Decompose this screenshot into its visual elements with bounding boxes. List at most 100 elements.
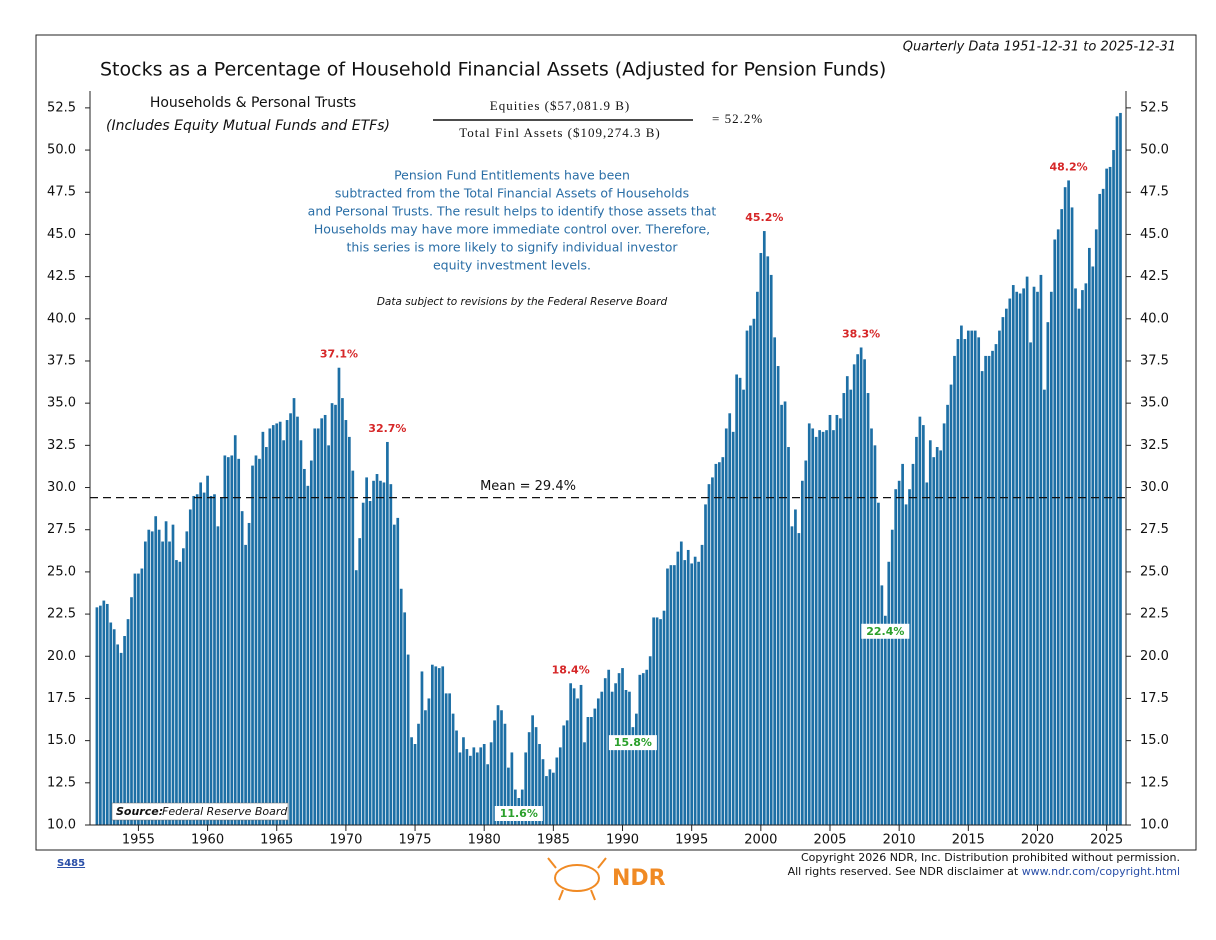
bar — [323, 414, 327, 825]
bar — [237, 458, 241, 825]
bar — [1060, 209, 1064, 826]
bar — [1056, 229, 1060, 825]
bar — [845, 376, 849, 825]
bar — [766, 256, 770, 825]
annotation-label: 32.7% — [368, 422, 406, 435]
annotation-box — [494, 806, 543, 822]
bar — [745, 330, 749, 825]
bar — [444, 693, 448, 825]
bar — [285, 420, 289, 825]
bar — [607, 669, 611, 825]
bar — [880, 585, 884, 825]
y-tick-label: 27.5 — [1140, 522, 1169, 537]
bar — [1094, 229, 1098, 825]
y-tick-label: 50.0 — [1140, 143, 1169, 158]
bar — [908, 489, 911, 825]
bar — [282, 440, 285, 825]
bar — [386, 441, 389, 825]
bar — [825, 430, 828, 825]
bar — [309, 460, 313, 825]
y-tick-label: 52.5 — [1140, 100, 1169, 115]
bar — [133, 573, 137, 825]
bar — [313, 428, 317, 825]
bar — [164, 521, 168, 825]
bar — [960, 325, 963, 825]
y-tick-label: 37.5 — [47, 353, 76, 368]
bar — [247, 522, 251, 825]
bar — [877, 502, 880, 825]
bar — [1049, 291, 1053, 825]
annotation-label: 18.4% — [552, 663, 590, 676]
bar — [562, 725, 566, 825]
bar — [1115, 116, 1119, 825]
note-line: subtracted from the Total Financial Asse… — [335, 186, 689, 201]
annotation-label: 38.3% — [842, 327, 880, 340]
bar — [524, 752, 528, 825]
y-tick-label: 50.0 — [47, 143, 76, 158]
bar — [289, 413, 292, 825]
annotation-label: 22.4% — [866, 625, 904, 638]
bar — [922, 425, 925, 825]
bar — [1119, 112, 1122, 826]
bar — [126, 619, 130, 825]
bar — [1036, 291, 1039, 825]
bar — [579, 684, 583, 825]
bar — [216, 526, 220, 825]
bar — [935, 447, 939, 825]
bar — [337, 367, 341, 825]
bar — [424, 710, 427, 825]
bar — [811, 428, 815, 825]
bar — [655, 617, 659, 825]
bar — [140, 568, 144, 825]
x-tick-label: 1960 — [191, 833, 224, 848]
y-tick-label: 20.0 — [47, 649, 76, 664]
bar — [590, 717, 593, 825]
bar — [303, 468, 306, 825]
bar — [569, 683, 573, 825]
x-tick-label: 2025 — [1090, 833, 1123, 848]
bar — [693, 556, 697, 825]
note-line: Households may have more immediate contr… — [314, 222, 710, 237]
bar — [603, 678, 607, 825]
bar — [1067, 180, 1070, 826]
y-tick-label: 35.0 — [1140, 396, 1169, 411]
bar — [600, 691, 604, 825]
y-tick-label: 37.5 — [1140, 353, 1169, 368]
bar — [756, 291, 759, 825]
bar — [465, 749, 469, 825]
note-line: Pension Fund Entitlements have been — [394, 168, 630, 183]
bar — [479, 747, 483, 825]
equation-numerator: Equities ($57,081.9 B) — [490, 98, 630, 113]
bar — [610, 691, 614, 825]
bar — [711, 477, 714, 825]
bar — [306, 485, 310, 825]
bar — [821, 431, 825, 825]
bar — [455, 730, 458, 825]
bar — [168, 541, 171, 825]
bar — [510, 752, 514, 825]
bar — [932, 457, 936, 825]
chart-id[interactable]: S485 — [57, 858, 85, 869]
bar — [147, 529, 151, 825]
copyright-link[interactable]: www.ndr.com/copyright.html — [1022, 865, 1180, 878]
bar — [735, 374, 738, 825]
bar — [973, 330, 977, 825]
x-tick-label: 1955 — [122, 833, 155, 848]
bar — [244, 544, 247, 825]
bar — [572, 688, 576, 825]
bar — [486, 764, 490, 825]
bar — [1081, 290, 1084, 825]
bar — [396, 517, 400, 825]
bar — [192, 495, 196, 825]
y-tick-label: 40.0 — [1140, 311, 1169, 326]
bar — [1029, 342, 1032, 825]
bar — [102, 600, 106, 825]
bar — [890, 529, 894, 825]
bar — [773, 337, 777, 825]
chart-frame — [35, 34, 1197, 851]
bar — [728, 413, 732, 825]
bar — [344, 420, 348, 825]
bar — [949, 384, 953, 825]
bar — [552, 772, 555, 825]
bar — [375, 474, 379, 825]
